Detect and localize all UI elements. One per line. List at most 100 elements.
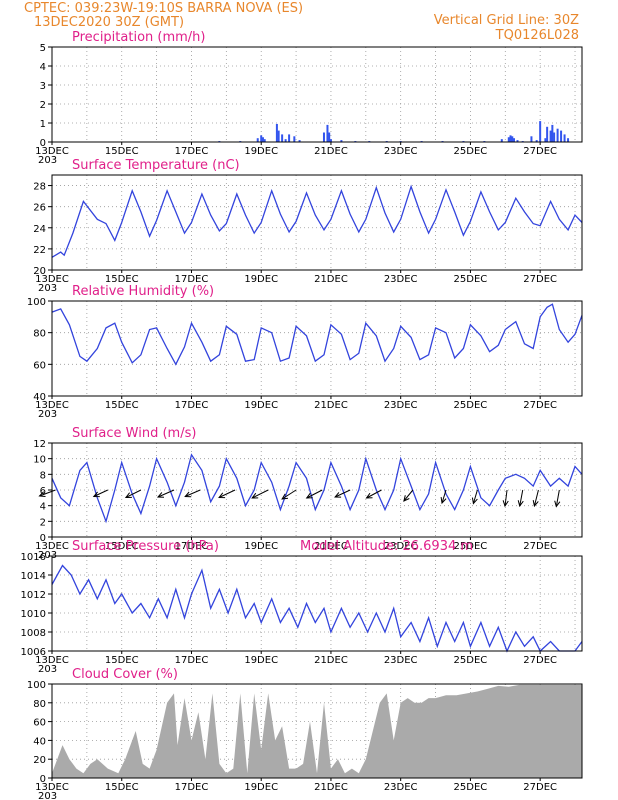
wind-title: Surface Wind (m/s) xyxy=(72,426,196,441)
temp-ytick-label: 20 xyxy=(33,266,46,277)
precip-bar xyxy=(261,137,264,142)
wind-arrow-head xyxy=(532,500,539,508)
wind-xtick-label: 13DEC xyxy=(35,541,69,552)
pressure-ytick-label: 1006 xyxy=(21,647,46,658)
wind-arrow xyxy=(472,489,478,504)
wind-arrow xyxy=(39,489,56,497)
pressure-xtick-label: 17DEC xyxy=(175,655,209,666)
wind-ytick-label: 2 xyxy=(40,517,46,528)
rh-title: Relative Humidity (%) xyxy=(72,284,214,299)
wind-arrow xyxy=(125,489,142,498)
cloud-ytick-label: 40 xyxy=(33,736,46,747)
cloud-panel: Cloud Cover (%) 0 20 40 60 80 100 13DEC 15DEC 17D… xyxy=(27,667,583,800)
wind-arrow xyxy=(306,489,323,499)
wind-arrow-head xyxy=(38,491,46,497)
rh-series-line xyxy=(51,303,583,366)
temp-ytick-label: 22 xyxy=(33,245,46,256)
wind-ytick-label: 4 xyxy=(40,502,46,513)
precip-bar xyxy=(549,130,552,142)
pressure-ytick-label: 1012 xyxy=(21,590,46,601)
precip-bar xyxy=(260,135,263,142)
precip-xtick-label: 17DEC xyxy=(175,146,209,157)
rh-xtick-label: 19DEC xyxy=(244,400,278,411)
pressure-xtick-label: 23DEC xyxy=(384,655,418,666)
pressure-xstub: 203 xyxy=(38,664,57,675)
precip-bar xyxy=(500,139,503,142)
temp-ytick-label: 24 xyxy=(33,224,46,235)
pressure-ytick-label: 1014 xyxy=(21,571,46,582)
cloud-ytick-label: 20 xyxy=(33,755,46,766)
precip-xtick-label: 27DEC xyxy=(523,146,557,157)
header-station: CPTEC: 039:23W-19:10S BARRA NOVA (ES) xyxy=(24,1,303,16)
pressure-xtick-label: 25DEC xyxy=(454,655,488,666)
cloud-cover-area xyxy=(52,684,582,778)
wind-arrow-head xyxy=(281,493,289,500)
precip-bar xyxy=(329,139,332,142)
rh-xtick-label: 13DEC xyxy=(35,400,69,411)
precip-bar xyxy=(516,140,519,142)
precip-ytick-label: 1 xyxy=(40,119,46,130)
temp-xtick-label: 13DEC xyxy=(35,274,69,285)
precip-bar xyxy=(507,137,510,142)
wind-ytick-label: 8 xyxy=(40,470,46,481)
temp-panel: Surface Temperature (nC) 20 22 24 26 28 13DEC 1… xyxy=(33,158,583,294)
wind-xstub: 203 xyxy=(38,550,57,561)
rh-ytick-label: 100 xyxy=(27,297,46,308)
rh-xtick-label: 27DEC xyxy=(523,400,557,411)
pressure-xtick-label: 21DEC xyxy=(314,655,348,666)
cloud-xtick-label: 21DEC xyxy=(314,782,348,793)
precip-bar xyxy=(281,134,284,142)
precip-bar xyxy=(322,132,325,142)
precip-bar xyxy=(567,138,570,142)
rh-ytick-label: 80 xyxy=(33,329,46,340)
precip-bar xyxy=(513,138,516,142)
wind-arrow xyxy=(519,489,524,507)
cloud-ytick-label: 80 xyxy=(33,699,46,710)
precip-xtick-label: 25DEC xyxy=(454,146,488,157)
rh-panel: Relative Humidity (%) 40 60 80 100 13DEC 15DEC… xyxy=(27,284,583,420)
precip-bar xyxy=(553,132,556,142)
cloud-xtick-label: 23DEC xyxy=(384,782,418,793)
precip-bar xyxy=(556,128,559,142)
pressure-title: Surface Pressure (hPa) xyxy=(72,539,219,554)
precip-ytick-label: 3 xyxy=(40,81,46,92)
wind-arrow-head xyxy=(554,500,561,508)
wind-arrow-head xyxy=(365,492,373,499)
wind-xtick-label: 15DEC xyxy=(105,541,139,552)
cloud-xtick-label: 13DEC xyxy=(35,782,69,793)
wind-arrow xyxy=(504,489,508,507)
header-grid-line: Vertical Grid Line: 30Z xyxy=(434,13,579,28)
precip-ytick-label: 2 xyxy=(40,100,46,111)
rh-ytick-label: 40 xyxy=(33,392,46,403)
wind-series-line xyxy=(51,453,583,524)
precip-frame xyxy=(51,46,583,143)
pressure-ytick-label: 1008 xyxy=(21,628,46,639)
temp-xtick-label: 25DEC xyxy=(454,274,488,285)
wind-arrow-head xyxy=(517,500,524,508)
cloud-frame xyxy=(51,683,583,779)
wind-xtick-label: 25DEC xyxy=(454,541,488,552)
temp-title: Surface Temperature (nC) xyxy=(72,158,240,173)
wind-xtick-label: 27DEC xyxy=(523,541,557,552)
precip-bar xyxy=(535,140,538,142)
precip-bar xyxy=(539,121,542,142)
rh-xstub: 203 xyxy=(38,409,57,420)
wind-xtick-label: 23DEC xyxy=(384,541,418,552)
wind-arrow-head xyxy=(440,497,447,505)
pressure-xtick-label: 13DEC xyxy=(35,655,69,666)
precip-bar xyxy=(326,124,329,142)
precip-bar xyxy=(560,130,563,142)
pressure-ytick-label: 1016 xyxy=(21,552,46,563)
precip-bar xyxy=(511,136,514,142)
precip-bar xyxy=(340,140,343,142)
temp-xtick-label: 23DEC xyxy=(384,274,418,285)
wind-ytick-label: 0 xyxy=(40,533,46,544)
precip-bar xyxy=(277,130,280,142)
pressure-model-altitude: Model Altitude: 26.6934 m xyxy=(300,539,473,554)
precip-bar xyxy=(256,138,259,142)
rh-xtick-label: 25DEC xyxy=(454,400,488,411)
cloud-ytick-label: 60 xyxy=(33,718,46,729)
precip-xtick-label: 19DEC xyxy=(244,146,278,157)
wind-arrow xyxy=(441,489,447,504)
precip-xstub: 203 xyxy=(38,155,57,166)
